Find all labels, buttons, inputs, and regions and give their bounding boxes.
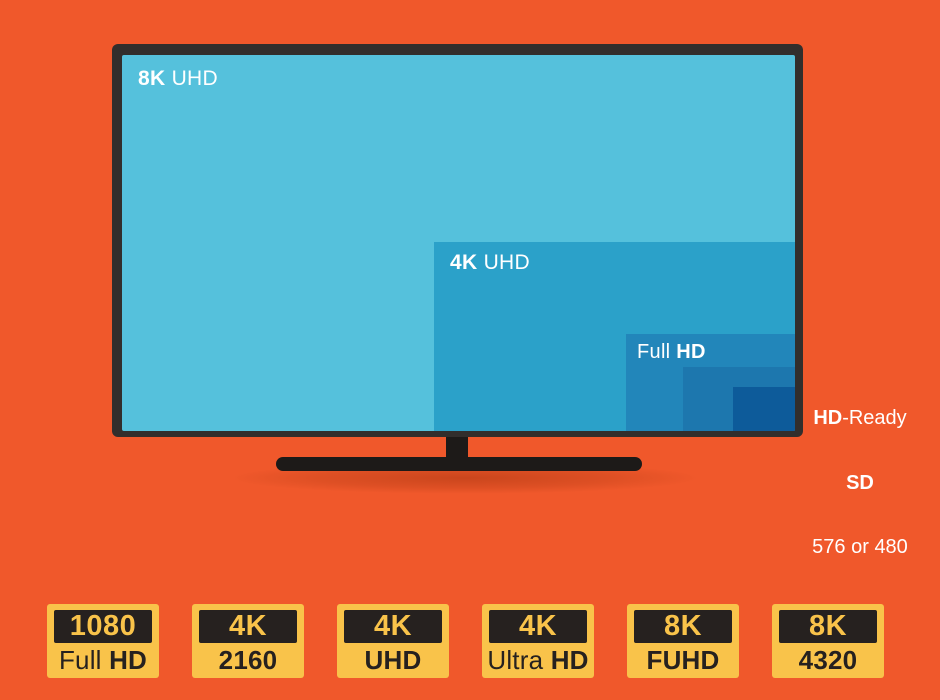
badge-8k-fuhd: 8K FUHD xyxy=(627,604,739,678)
badge-bottom-label: Ultra HD xyxy=(482,644,594,676)
tv-stand-neck xyxy=(446,437,468,459)
badge-4k-2160: 4K 2160 xyxy=(192,604,304,678)
label-full-hd: Full HD xyxy=(637,342,706,363)
label-hd-ready: HD-Ready xyxy=(804,407,916,430)
side-resolution-label: HD-Ready SD 576 or 480 xyxy=(804,365,916,602)
label-fullhd-bold: HD xyxy=(676,341,706,363)
badge-top-label: 1080 xyxy=(54,610,152,643)
badge-top-label: 8K xyxy=(634,610,732,643)
badge-bottom-bold: 4320 xyxy=(798,645,858,675)
label-4k-bold: 4K xyxy=(450,251,478,274)
badge-4k-uhd: 4K UHD xyxy=(337,604,449,678)
resolution-rect-sd xyxy=(733,387,795,431)
label-fullhd-regular: Full xyxy=(637,341,677,363)
label-sd-bold: SD xyxy=(846,471,874,494)
badge-1080-full-hd: 1080 Full HD xyxy=(47,604,159,678)
resolution-rect-8k: 8K UHD 4K UHD Full HD xyxy=(122,55,795,431)
label-sd-detail: 576 or 480 xyxy=(812,536,908,558)
badge-8k-4320: 8K 4320 xyxy=(772,604,884,678)
label-sd: SD xyxy=(804,471,916,495)
badge-bottom-bold: 2160 xyxy=(218,645,278,675)
badge-bottom-regular: Full xyxy=(58,645,110,675)
tv-frame: 8K UHD 4K UHD Full HD xyxy=(112,44,803,437)
badge-4k-ultra-hd: 4K Ultra HD xyxy=(482,604,594,678)
badge-row: 1080 Full HD 4K 2160 4K UHD 4K Ultra HD … xyxy=(47,604,884,678)
label-4k-uhd: 4K UHD xyxy=(450,252,530,273)
badge-top-label: 4K xyxy=(199,610,297,643)
badge-bottom-label: 2160 xyxy=(192,644,304,676)
tv-stand-base xyxy=(276,457,642,471)
label-hd-ready-rest: -Ready xyxy=(842,407,907,429)
badge-bottom-bold: HD xyxy=(109,645,148,675)
badge-bottom-bold: HD xyxy=(550,645,589,675)
badge-bottom-label: Full HD xyxy=(47,644,159,676)
resolution-rect-fullhd: Full HD xyxy=(626,334,795,431)
label-8k-bold: 8K xyxy=(138,67,166,90)
label-8k-uhd: 8K UHD xyxy=(138,68,218,89)
badge-top-label: 4K xyxy=(344,610,442,643)
badge-bottom-label: 4320 xyxy=(772,644,884,676)
badge-top-label: 4K xyxy=(489,610,587,643)
label-hd-ready-bold: HD xyxy=(813,407,843,429)
badge-top-label: 8K xyxy=(779,610,877,643)
label-8k-regular: UHD xyxy=(165,67,218,90)
badge-bottom-label: UHD xyxy=(337,644,449,676)
badge-bottom-regular: Ultra xyxy=(487,645,551,675)
resolution-rect-4k: 4K UHD Full HD xyxy=(434,242,795,431)
badge-bottom-label: FUHD xyxy=(627,644,739,676)
badge-bottom-bold: UHD xyxy=(364,645,422,675)
label-4k-regular: UHD xyxy=(477,251,530,274)
badge-bottom-bold: FUHD xyxy=(646,645,720,675)
